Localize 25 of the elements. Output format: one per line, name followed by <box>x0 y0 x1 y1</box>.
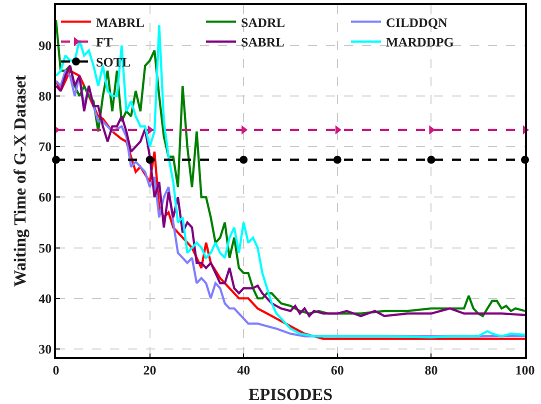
x-tick-label: 20 <box>143 362 156 378</box>
y-tick-label: 50 <box>38 240 52 256</box>
y-tick-label: 90 <box>38 38 52 54</box>
y-tick-label: 70 <box>38 139 52 154</box>
x-tick-label: 60 <box>330 362 344 378</box>
legend-label: SADRL <box>241 14 286 30</box>
x-tick-label: 100 <box>515 362 535 378</box>
point <box>240 156 248 164</box>
point <box>333 156 342 164</box>
y-tick-label: 40 <box>38 290 52 306</box>
legend-label: CILDDQN <box>386 14 448 30</box>
y-tick-label: 80 <box>38 88 52 104</box>
y-tick-label: 30 <box>38 341 52 356</box>
legend-label: MARDDPG <box>386 34 454 50</box>
legend-label: SABRL <box>241 34 285 50</box>
legend-label: MABRL <box>96 14 145 30</box>
y-tick-label: 60 <box>38 190 52 205</box>
x-tick-label: 80 <box>424 362 438 378</box>
point <box>427 156 436 164</box>
x-tick-label: 40 <box>237 362 250 378</box>
legend-label: FT <box>96 34 113 50</box>
x-axis-title: EPISODES <box>248 385 333 404</box>
point <box>146 156 154 164</box>
x-tick-label: 0 <box>52 362 60 378</box>
y-axis-title: Waiting Time of G-X Dataset <box>10 74 30 287</box>
